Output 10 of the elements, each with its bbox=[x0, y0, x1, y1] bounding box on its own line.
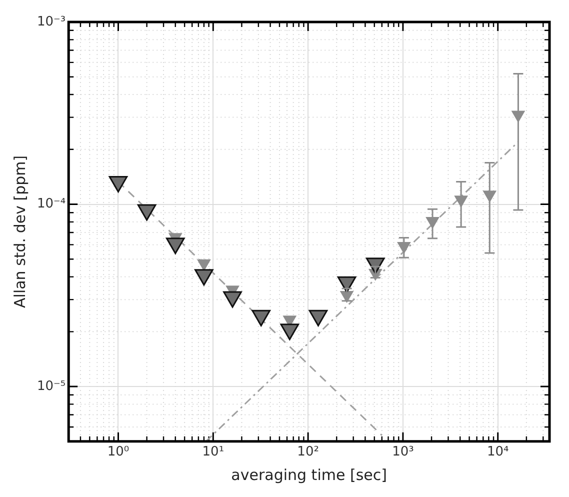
x-tick-label: 10³ bbox=[392, 444, 414, 460]
x-tick-label: 10² bbox=[297, 444, 319, 460]
y-axis-title: Allan std. dev [ppm] bbox=[10, 155, 29, 308]
y-tick-label: 10⁻³ bbox=[36, 14, 66, 30]
y-tick-label: 10⁻⁴ bbox=[36, 196, 66, 212]
y-tick-label: 10⁻⁵ bbox=[36, 378, 66, 394]
x-tick-label: 10⁰ bbox=[107, 444, 130, 460]
x-tick-label: 10¹ bbox=[202, 444, 224, 460]
x-axis-title: averaging time [sec] bbox=[231, 466, 387, 484]
x-tick-label: 10⁴ bbox=[486, 444, 509, 460]
